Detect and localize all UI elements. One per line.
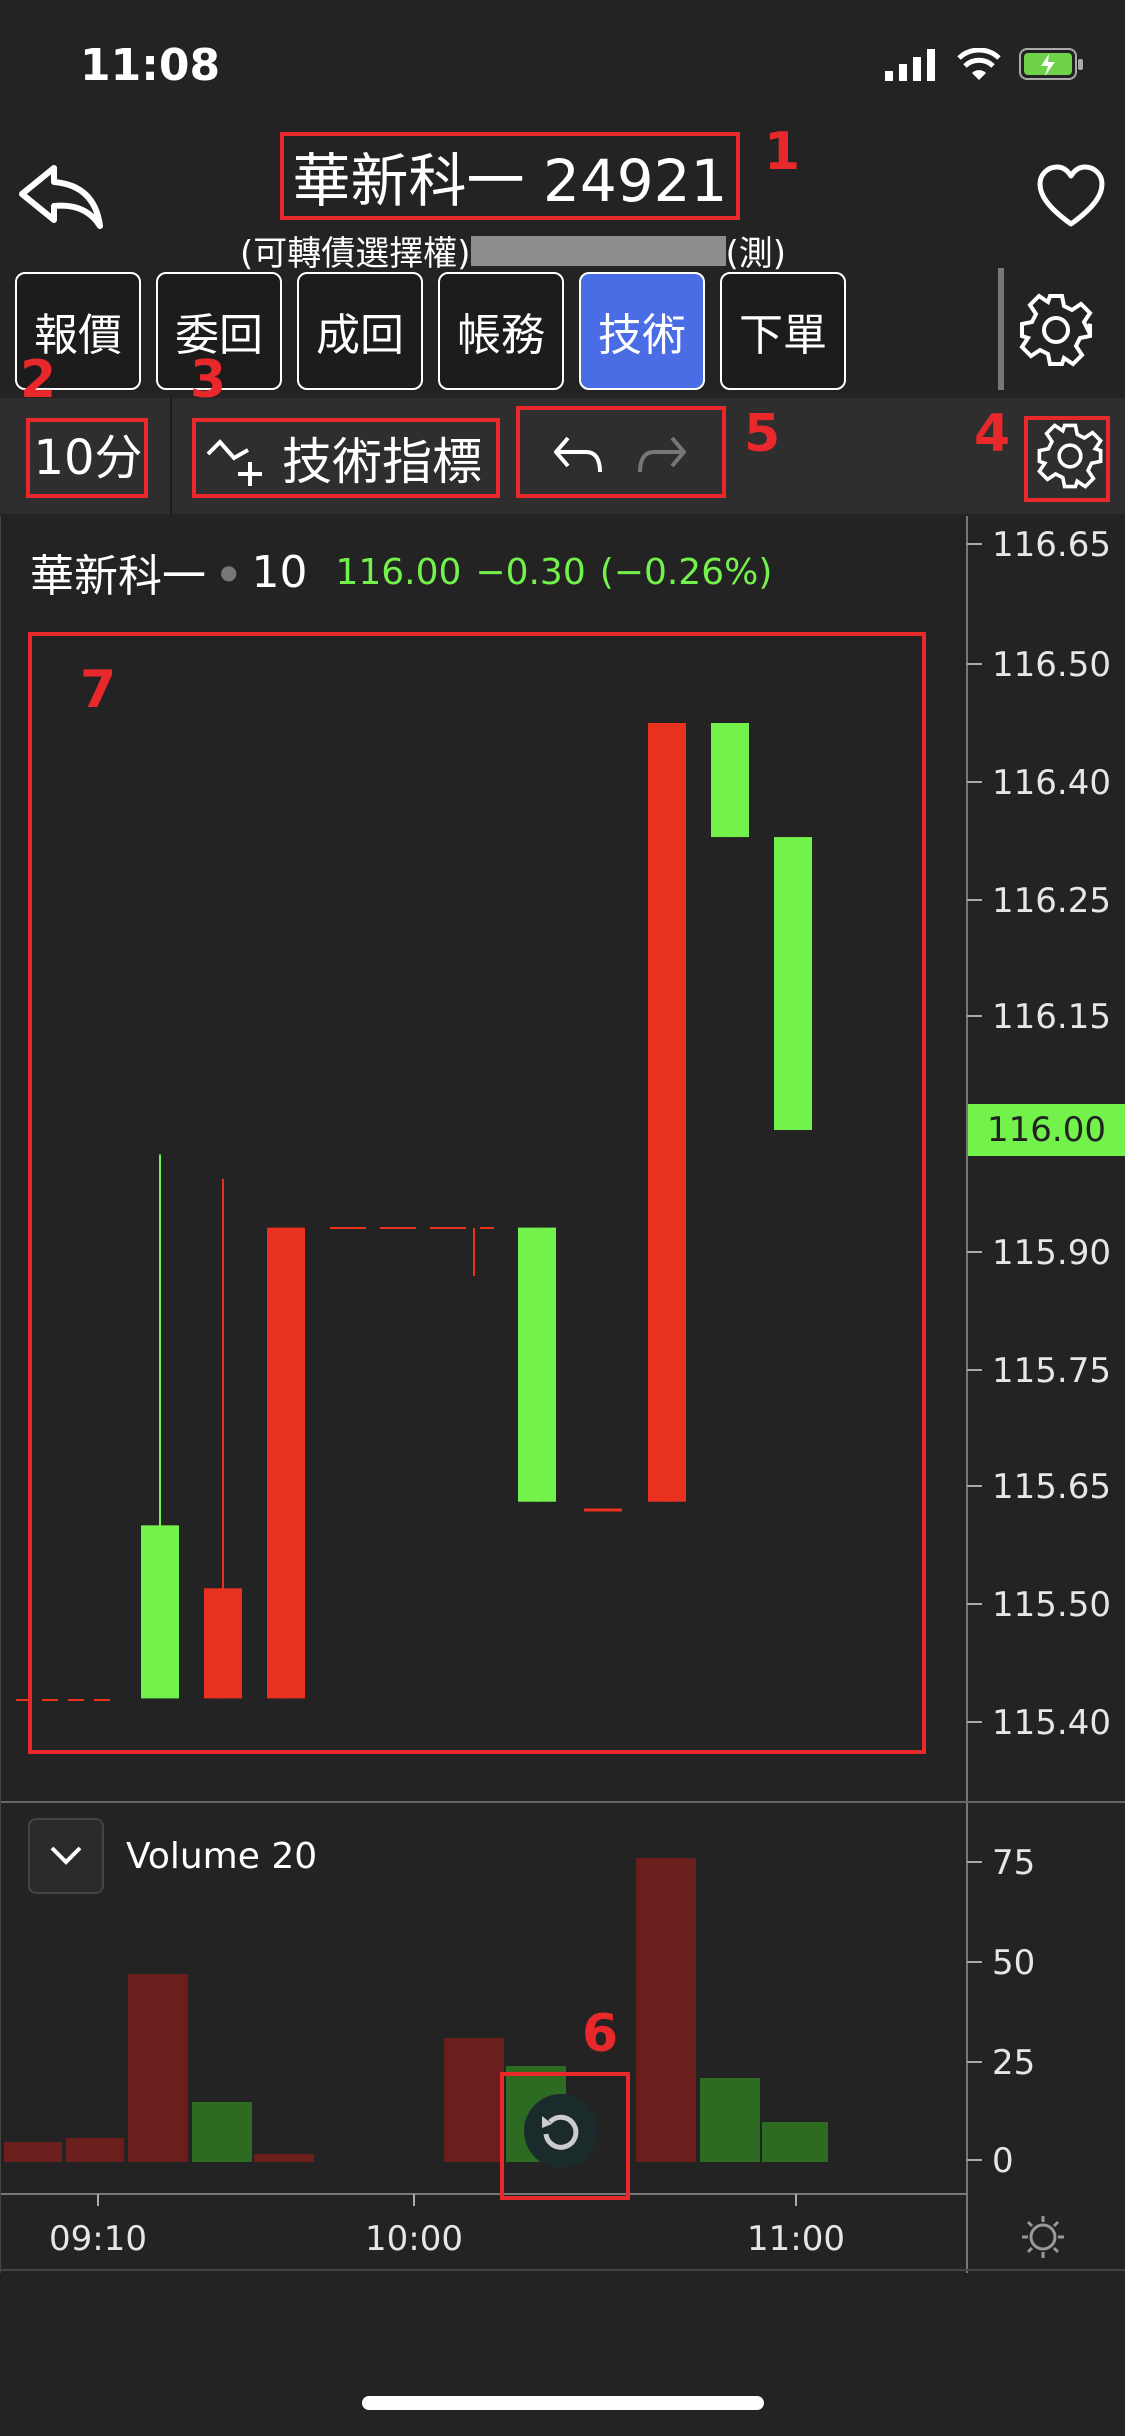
toolbar-edge — [1, 398, 2, 514]
volume-tick-label: 50 — [992, 1943, 1035, 1983]
volume-bar — [762, 2122, 828, 2162]
subtitle-redacted — [470, 235, 726, 266]
annotation-box-2 — [26, 418, 148, 498]
volume-bar — [192, 2102, 252, 2162]
subtitle: (可轉債選擇權) (測) — [240, 226, 786, 275]
candle-body — [141, 1525, 179, 1699]
legend-interval: 10 — [251, 546, 308, 598]
price-tick-label: 116.40 — [992, 763, 1111, 803]
price-tick-label: 116.65 — [992, 525, 1111, 565]
reset-icon — [542, 2114, 579, 2150]
chevron-down-icon — [50, 1846, 82, 1865]
chart-settings-gear-icon[interactable] — [1034, 420, 1106, 492]
tab-quote[interactable]: 報價 — [15, 272, 141, 390]
candle-body — [648, 723, 686, 1502]
annotation-box-5 — [516, 406, 726, 498]
back-icon[interactable] — [14, 160, 104, 230]
annotation-box-6 — [500, 2072, 630, 2200]
time-tick-label: 10:00 — [365, 2219, 463, 2259]
home-indicator — [362, 2396, 764, 2410]
redo-icon[interactable] — [634, 430, 690, 480]
volume-bar — [254, 2154, 314, 2162]
indicator-add-icon — [206, 439, 262, 486]
volume-bar — [700, 2078, 760, 2162]
chart-legend: 華新科一 ● 10 116.00 −0.30 (−0.26%) — [30, 540, 772, 604]
page-title: 華新科一 24921 — [292, 147, 728, 215]
time-tick-label: 11:00 — [747, 2219, 845, 2259]
candle-body — [204, 1588, 242, 1699]
legend-symbol: 華新科一 — [30, 551, 206, 602]
reset-chart-button[interactable] — [524, 2094, 598, 2168]
signal-icon — [885, 49, 935, 81]
price-tick-label: 115.90 — [992, 1233, 1111, 1273]
tab-trade-report[interactable]: 成回 — [297, 272, 423, 390]
legend-price: 116.00 — [335, 551, 462, 593]
annotation-box-1 — [280, 132, 740, 220]
tabs-divider — [998, 268, 1004, 390]
volume-tick-label: 25 — [992, 2043, 1035, 2083]
tab-place-order[interactable]: 下單 — [720, 272, 846, 390]
annotation-number-2: 2 — [20, 350, 57, 410]
battery-icon — [1019, 48, 1083, 80]
favorite-heart-icon[interactable] — [1036, 164, 1106, 230]
indicators-button[interactable]: 技術指標 — [196, 420, 498, 496]
legend-dot: ● — [220, 560, 238, 584]
annotation-box-7 — [28, 632, 926, 1754]
volume-bar — [636, 1858, 696, 2162]
volume-title: Volume 20 — [126, 1836, 318, 1877]
candle-body — [711, 723, 749, 838]
tab-order-report[interactable]: 委回 — [156, 272, 282, 390]
annotation-number-6: 6 — [582, 2004, 619, 2064]
price-tick-label: 116.15 — [992, 997, 1111, 1037]
annotation-number-5: 5 — [744, 404, 781, 464]
price-tick-label: 115.65 — [992, 1467, 1111, 1507]
undo-icon[interactable] — [550, 430, 606, 480]
tab-technical[interactable]: 技術 — [579, 272, 705, 390]
subtitle-prefix: (可轉債選擇權) — [240, 234, 471, 274]
toolbar-separator — [170, 398, 172, 514]
price-chart[interactable]: 116.65 116.50 116.40 116.25 116.15 115.90 115.… — [0, 516, 1125, 2273]
annotation-number-3: 3 — [190, 350, 227, 410]
price-tick-label: 115.50 — [992, 1585, 1111, 1625]
annotation-box-3 — [192, 418, 500, 498]
legend-change-pct: (−0.26%) — [599, 551, 773, 593]
volume-bar — [128, 1974, 188, 2162]
volume-bar — [66, 2138, 124, 2162]
interval-button[interactable]: 10分 — [33, 430, 143, 486]
time-tick-label: 09:10 — [49, 2219, 147, 2259]
volume-tick-label: 75 — [992, 1843, 1035, 1883]
status-time: 11:08 — [80, 40, 221, 91]
price-tick-label: 116.50 — [992, 645, 1111, 685]
wifi-icon — [957, 48, 1001, 80]
annotation-box-4 — [1024, 416, 1110, 502]
annotation-number-7: 7 — [80, 660, 117, 720]
volume-bar — [4, 2142, 62, 2162]
price-tick-label: 115.40 — [992, 1703, 1111, 1743]
volume-bar — [444, 2038, 504, 2162]
annotation-number-4: 4 — [974, 404, 1011, 464]
price-tick-label: 116.25 — [992, 881, 1111, 921]
volume-tick-label: 0 — [992, 2141, 1014, 2181]
indicators-label: 技術指標 — [282, 433, 482, 491]
settings-gear-icon[interactable] — [1016, 290, 1096, 370]
candle-body — [774, 837, 812, 1130]
price-tick-label: 115.75 — [992, 1351, 1111, 1391]
candle-body — [518, 1227, 556, 1502]
time-axis-settings-icon[interactable] — [1018, 2212, 1068, 2262]
status-icons — [885, 48, 1085, 82]
tab-account[interactable]: 帳務 — [438, 272, 564, 390]
current-price-badge: 116.00 — [968, 1104, 1125, 1156]
candle-body — [267, 1227, 305, 1699]
collapse-volume-button[interactable] — [28, 1818, 104, 1894]
annotation-number-1: 1 — [764, 122, 801, 182]
legend-change: −0.30 — [475, 551, 586, 593]
subtitle-suffix: (測) — [725, 234, 787, 274]
